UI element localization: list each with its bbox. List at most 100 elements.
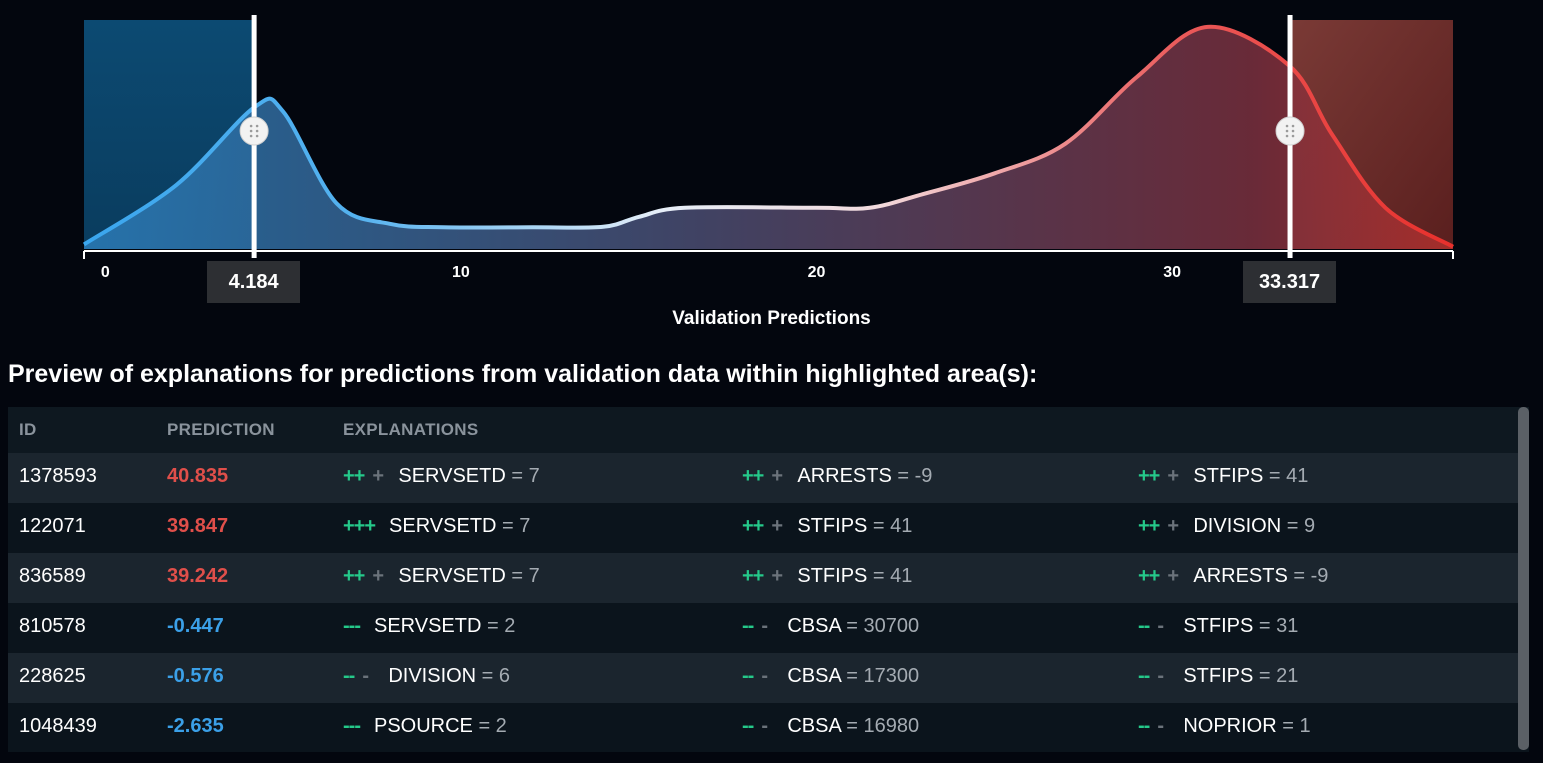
row-id: 122071 <box>19 515 86 537</box>
explanation-feature: CBSA <box>787 665 841 687</box>
explanation-value: = 2 <box>472 715 507 737</box>
explanation: -- - NOPRIOR = 1 <box>1138 703 1311 749</box>
explanation-feature: SERVSETD <box>398 465 506 487</box>
table-row[interactable]: 228625 -0.576 -- - DIVISION = 6 -- - CBSA = 173… <box>8 653 1529 703</box>
explanation-value: = 9 <box>1281 515 1316 537</box>
explanation: ++ + DIVISION = 9 <box>1138 503 1315 549</box>
explanation-strength: -- <box>742 715 754 737</box>
explanation-value: = 41 <box>867 565 913 587</box>
explanation: --- PSOURCE = 2 <box>343 703 507 749</box>
explanation-value: = 31 <box>1253 615 1299 637</box>
explanation-value: = 7 <box>505 565 540 587</box>
explanation-value: = 2 <box>481 615 516 637</box>
explanation-minor-strength: - <box>761 715 768 737</box>
explanation-strength: ++ <box>742 565 764 587</box>
low-threshold-handle[interactable] <box>239 116 269 146</box>
row-id: 1378593 <box>19 465 97 487</box>
explanation: ++ + STFIPS = 41 <box>742 503 912 549</box>
explanation-minor-strength: + <box>372 465 385 487</box>
low-threshold-value: 4.184 <box>207 261 301 303</box>
x-tick-label: 10 <box>452 264 470 281</box>
row-id: 1048439 <box>19 715 97 737</box>
explanation-feature: STFIPS <box>797 515 868 537</box>
explanation: +++SERVSETD = 7 <box>343 453 540 499</box>
x-tick-label: 0 <box>101 264 110 281</box>
x-axis-title: Validation Predictions <box>672 308 871 329</box>
table-scrollbar[interactable] <box>1518 407 1529 750</box>
explanation-minor-strength: + <box>1167 565 1180 587</box>
explanation-minor-strength: - <box>761 615 768 637</box>
explanation-value: = 1 <box>1276 715 1311 737</box>
x-tick-label: 30 <box>1163 264 1181 281</box>
row-prediction: -2.635 <box>167 715 224 737</box>
explanation-minor-strength: + <box>771 515 784 537</box>
explanation-minor-strength: - <box>761 665 768 687</box>
explanation-value: = 30700 <box>840 615 920 637</box>
explanation-feature: STFIPS <box>1193 465 1264 487</box>
table-header: ID PREDICTION EXPLANATIONS <box>8 407 1529 453</box>
explanation-feature: SERVSETD <box>373 615 482 637</box>
explanation: -- - CBSA = 17300 <box>742 653 919 699</box>
row-prediction: -0.447 <box>167 615 224 637</box>
table-row[interactable]: 122071 39.847 +++ SERVSETD = 7 ++ + STFIPS = 4… <box>8 503 1529 553</box>
explanation-minor-strength: - <box>1157 665 1164 687</box>
drag-grip-dot <box>249 129 253 133</box>
explanation: -- - DIVISION = 6 <box>343 653 510 699</box>
drag-grip-dot <box>1291 124 1295 128</box>
drag-grip-dot <box>1291 129 1295 133</box>
explanation-minor-strength: + <box>1167 465 1180 487</box>
explanation-value: = 21 <box>1253 665 1299 687</box>
drag-grip-dot <box>249 134 253 138</box>
explanation-value: = -9 <box>891 465 933 487</box>
high-threshold-value: 33.317 <box>1243 261 1337 303</box>
drag-grip-dot <box>255 129 259 133</box>
drag-grip-dot <box>1285 134 1289 138</box>
row-id: 810578 <box>19 615 86 637</box>
explanation-value: = 41 <box>867 515 913 537</box>
table-row[interactable]: 1048439 -2.635 --- PSOURCE = 2 -- - CBSA = 169… <box>8 703 1529 752</box>
explanation-feature: DIVISION <box>1193 515 1282 537</box>
explanation-strength: -- <box>742 665 754 687</box>
explanation: -- - STFIPS = 21 <box>1138 653 1298 699</box>
explanation-value: = 7 <box>496 515 531 537</box>
row-id: 228625 <box>19 665 86 687</box>
explanation-feature: CBSA <box>787 615 841 637</box>
drag-grip-dot <box>1285 129 1289 133</box>
table-body: 1378593 40.835 ++ + SERVSETD = 7 ++ + ARRESTS =… <box>8 453 1529 752</box>
table-row[interactable]: 1378593 40.835 ++ + SERVSETD = 7 ++ + ARRESTS =… <box>8 453 1529 503</box>
explanation-feature: SERVSETD <box>398 565 506 587</box>
drag-grip-dot <box>255 134 259 138</box>
drag-grip-dot <box>249 124 253 128</box>
explanation-strength: +++ <box>343 515 376 537</box>
explanation-strength: ++ <box>1138 515 1160 537</box>
column-header-prediction[interactable]: PREDICTION <box>167 420 275 439</box>
explanation: +++SERVSETD = 7 <box>343 503 530 549</box>
drag-grip-dot <box>1285 124 1289 128</box>
explanation-strength: ++ <box>343 465 365 487</box>
table-row[interactable]: 810578 -0.447 --- SERVSETD = 2 -- - CBSA = 307… <box>8 603 1529 653</box>
distribution-curve <box>82 24 1454 249</box>
explanation-feature: STFIPS <box>797 565 868 587</box>
table-row[interactable]: 836589 39.242 ++ + SERVSETD = 7 ++ + STFIPS = 4… <box>8 553 1529 603</box>
explanation: ++ + STFIPS = 41 <box>742 553 912 599</box>
explanation-strength: -- <box>1138 665 1150 687</box>
explanation-value: = 6 <box>476 665 511 687</box>
prediction-distribution-chart: 0 10 20 30 <box>82 15 1454 281</box>
explanation-feature: ARRESTS <box>797 465 892 487</box>
explanation-strength: --- <box>343 715 361 737</box>
column-header-id[interactable]: ID <box>19 420 37 439</box>
explanation-strength: ++ <box>742 465 764 487</box>
explanation-feature: ARRESTS <box>1193 565 1288 587</box>
explanation-minor-strength: + <box>771 565 784 587</box>
explanation-minor-strength: + <box>771 465 784 487</box>
explanation-strength: -- <box>1138 615 1150 637</box>
explanation-strength: ++ <box>1138 465 1160 487</box>
explanation-strength: ++ <box>343 565 365 587</box>
high-threshold-handle[interactable] <box>1275 116 1305 146</box>
explanation: -- - CBSA = 16980 <box>742 703 919 749</box>
explanation-strength: --- <box>343 615 361 637</box>
row-prediction: 39.242 <box>167 565 229 587</box>
row-id: 836589 <box>19 565 86 587</box>
x-tick-label: 20 <box>808 264 826 281</box>
explanation-feature: STFIPS <box>1183 665 1254 687</box>
